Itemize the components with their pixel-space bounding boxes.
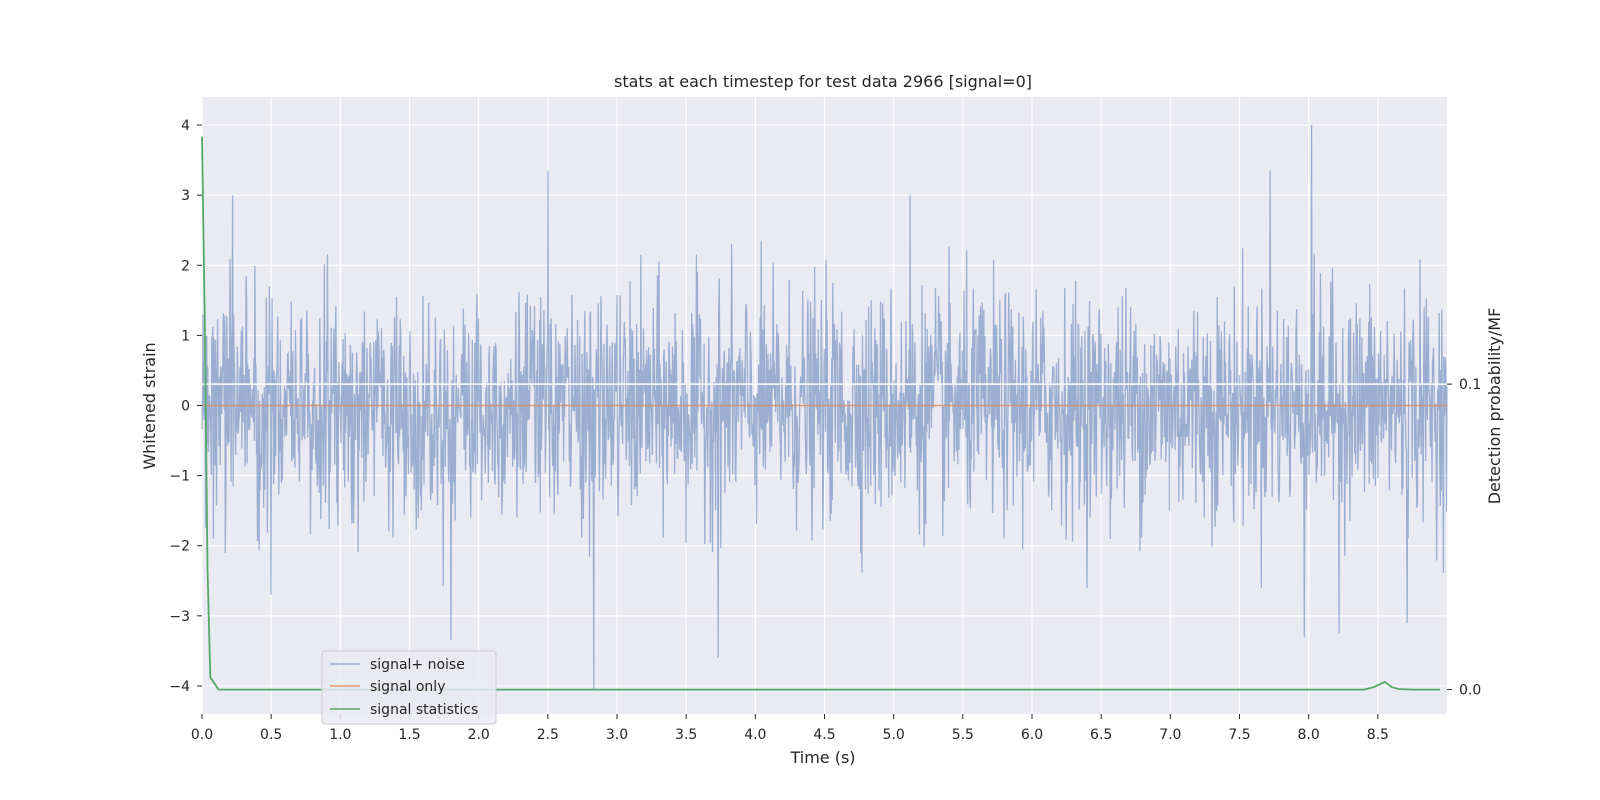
x-tick-label: 3.5 <box>675 727 697 743</box>
legend-label-signal-only: signal only <box>370 679 445 695</box>
x-tick-label: 8.5 <box>1367 727 1389 743</box>
chart-title: stats at each timestep for test data 296… <box>614 72 1032 91</box>
x-tick-label: 4.0 <box>744 727 766 743</box>
legend-label-signal-statistics: signal statistics <box>370 702 478 718</box>
x-tick-label: 6.0 <box>1021 727 1043 743</box>
x-tick-label: 0.5 <box>260 727 282 743</box>
x-tick-label: 7.5 <box>1228 727 1250 743</box>
y-axis-ticks: 4 3 2 1 0 −1 −2 −3 −4 <box>169 118 202 695</box>
x-tick-label: 1.0 <box>329 727 351 743</box>
y-tick-label: 4 <box>181 118 190 134</box>
y-axis-label: Whitened strain <box>140 342 159 469</box>
x-tick-label: 7.0 <box>1159 727 1181 743</box>
x-tick-label: 3.0 <box>606 727 628 743</box>
y-tick-label: −4 <box>169 679 190 695</box>
signal-statistics-line <box>201 136 1441 691</box>
y-tick-label: 1 <box>181 328 190 344</box>
x-axis-label: Time (s) <box>789 748 855 767</box>
x-tick-label: 0.0 <box>191 727 213 743</box>
series-lines <box>201 136 1447 691</box>
x-tick-label: 5.5 <box>952 727 974 743</box>
y-tick-label: 0 <box>181 399 190 415</box>
x-tick-label: 5.0 <box>883 727 905 743</box>
y2-axis-ticks: 0.1 0.0 <box>1447 377 1481 699</box>
x-tick-label: 4.5 <box>813 727 835 743</box>
y2-tick-label: 0.0 <box>1459 683 1481 699</box>
x-tick-label: 1.5 <box>398 727 420 743</box>
legend-box <box>321 650 497 725</box>
series-signal-noise <box>201 124 1448 690</box>
y-tick-label: 2 <box>181 258 190 274</box>
y-tick-label: 3 <box>181 188 190 204</box>
y-tick-label: −2 <box>169 539 190 555</box>
y2-axis-label: Detection probability/MF <box>1485 308 1504 505</box>
x-tick-label: 2.5 <box>537 727 559 743</box>
x-tick-label: 6.5 <box>1090 727 1112 743</box>
y-tick-label: −3 <box>169 609 190 625</box>
x-tick-label: 8.0 <box>1298 727 1320 743</box>
legend: signal+ noise signal only signal statist… <box>321 650 497 725</box>
signal-noise-line <box>201 124 1448 690</box>
x-tick-label: 2.0 <box>468 727 490 743</box>
x-axis-ticks: 0.0 0.5 1.0 1.5 2.0 2.5 3.0 3.5 4.0 4.5 5.0 5.5 6.0 6… <box>191 714 1389 743</box>
legend-label-signal-noise: signal+ noise <box>370 657 465 673</box>
y-tick-label: −1 <box>169 469 190 485</box>
y2-tick-label: 0.1 <box>1459 377 1481 393</box>
